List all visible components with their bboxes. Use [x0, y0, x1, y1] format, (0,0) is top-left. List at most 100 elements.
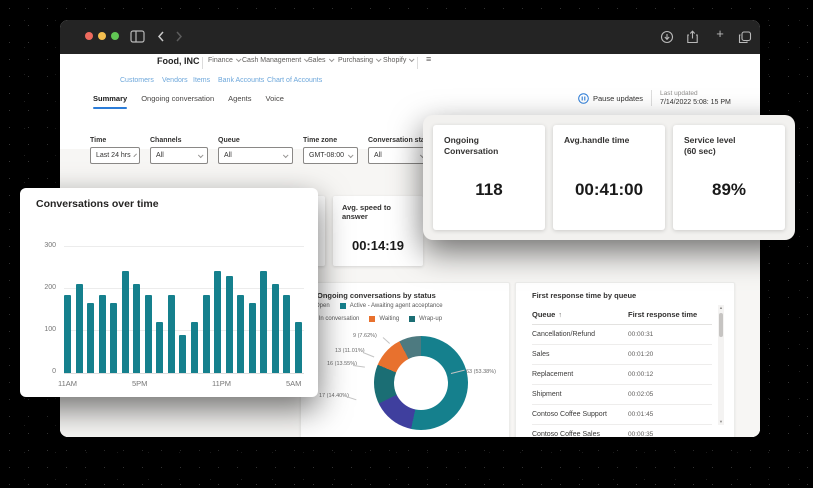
subnav-vendors[interactable]: Vendors [162, 77, 188, 84]
sidebar-toggle-icon[interactable] [130, 30, 146, 44]
chevron-down-icon [282, 151, 289, 158]
kpi-service-level: Service level (60 sec) 89% [673, 125, 785, 230]
menu-shopify[interactable]: Shopify [383, 56, 415, 64]
tab-voice[interactable]: Voice [265, 94, 284, 103]
bar [121, 271, 129, 373]
subnav-items[interactable]: Items [193, 77, 211, 84]
scroll-down-icon[interactable]: ▼ [719, 419, 723, 424]
bar [283, 295, 291, 373]
last-updated-block: Last updated 7/14/2022 5:08: 15 PM [660, 90, 731, 106]
y-tick: 300 [44, 242, 56, 249]
chevron-down-icon [409, 56, 415, 63]
sort-ascending-icon: ↑ [558, 312, 562, 319]
conversations-over-time-card: Conversations over time 300 200 100 0 11… [20, 188, 318, 397]
pie-label-active-inconversation: 17 (14.40%) [319, 393, 349, 399]
status-panel: Ongoing conversations by status Open Act… [287, 282, 510, 437]
kpi-avg-handle-time-value: 00:41:00 [574, 180, 644, 199]
pie-label-active-awaiting: 63 (53.38%) [466, 369, 496, 375]
forward-icon[interactable] [174, 30, 190, 44]
legend-active-awaiting: Active - Awaiting agent acceptance [349, 303, 443, 309]
x-tick: 5PM [132, 379, 148, 388]
menubar-divider [202, 57, 203, 69]
y-tick: 200 [44, 284, 56, 291]
column-first-response-time[interactable]: First response time [628, 310, 698, 319]
subnav-customers[interactable]: Customers [120, 77, 154, 84]
x-tick: 5AM [286, 379, 302, 388]
bar [191, 322, 199, 373]
last-updated-value: 7/14/2022 5:08: 15 PM [660, 99, 731, 106]
chevron-down-icon [133, 153, 137, 157]
menu-sales[interactable]: Sales [308, 56, 335, 64]
pie-label-open: 9 (7.62%) [353, 333, 377, 339]
baseline [64, 373, 304, 374]
first-response-title: First response time by queue [532, 291, 637, 300]
bar [87, 303, 95, 373]
donut-chart [374, 336, 468, 430]
bar [214, 271, 222, 373]
tab-ongoing-conversation[interactable]: Ongoing conversation [141, 94, 215, 103]
bar-chart [64, 246, 302, 373]
bar [271, 284, 279, 373]
chevron-down-icon [197, 151, 204, 158]
chevron-down-icon [375, 56, 382, 63]
chevron-down-icon [328, 56, 335, 63]
minimize-window-button[interactable] [98, 32, 106, 40]
x-tick: 11AM [58, 379, 78, 388]
scrollbar-thumb[interactable] [719, 313, 723, 337]
back-icon[interactable] [156, 30, 172, 44]
status-legend-row-1: Open Active - Awaiting agent acceptance [305, 303, 443, 309]
legend-wrapup: Wrap-up [419, 316, 443, 322]
gridline [64, 288, 304, 289]
bar [237, 295, 245, 373]
pause-updates-button[interactable]: Pause updates [578, 92, 643, 104]
legend-active-inconversation: Active - In conversation [297, 316, 360, 322]
filter-timezone-select[interactable]: GMT-08:00 [303, 147, 358, 164]
bar [225, 276, 233, 373]
more-menu-icon[interactable]: ≡ [426, 54, 432, 64]
share-icon[interactable] [686, 30, 702, 44]
legend-open: Open [315, 303, 330, 309]
chevron-down-icon [235, 56, 242, 63]
filter-queue-label: Queue [218, 137, 240, 144]
tab-summary[interactable]: Summary [93, 94, 128, 109]
filter-channels-select[interactable]: All [150, 147, 208, 164]
menu-purchasing[interactable]: Purchasing [338, 56, 382, 64]
first-response-panel: First response time by queue Queue ↑ Firs… [515, 282, 735, 437]
close-window-button[interactable] [85, 32, 93, 40]
chevron-down-icon [347, 151, 354, 158]
company-name[interactable]: Food, INC [157, 56, 200, 66]
tabs-overview-icon[interactable] [738, 30, 754, 44]
first-response-table: Queue ↑ First response time Cancellation/… [532, 305, 712, 437]
zoom-window-button[interactable] [111, 32, 119, 40]
filter-channels-label: Channels [150, 137, 182, 144]
x-tick: 11PM [212, 379, 232, 388]
table-row: Contoso Coffee Sales 00:00:35 [532, 425, 712, 437]
status-panel-title: Ongoing conversations by status [317, 291, 436, 300]
updates-bar: Pause updates Last updated 7/14/2022 5:0… [578, 90, 731, 106]
column-queue[interactable]: Queue ↑ [532, 310, 562, 319]
filter-timezone-label: Time zone [303, 137, 338, 144]
new-tab-icon[interactable]: + [716, 26, 724, 41]
downloads-icon[interactable] [660, 30, 676, 44]
tab-agents[interactable]: Agents [228, 94, 252, 103]
menu-finance[interactable]: Finance [208, 56, 242, 64]
legend-swatch-active-awaiting [339, 303, 346, 309]
gridline [64, 330, 304, 331]
legend-swatch-wrapup [409, 316, 416, 322]
filter-conversation-status-select[interactable]: All [368, 147, 430, 164]
table-scrollbar[interactable]: ▲ ▼ [718, 305, 724, 425]
table-row: Sales 00:01:20 [532, 345, 712, 365]
y-tick: 0 [52, 368, 56, 375]
scroll-up-icon[interactable]: ▲ [719, 305, 723, 310]
kpi-service-level-value: 89% [711, 180, 747, 199]
filter-time-select[interactable]: Last 24 hrs [90, 147, 140, 164]
window-content: Food, INC Finance Cash Management Sales … [60, 54, 760, 437]
bar [156, 322, 164, 373]
filter-channels: Channels All [150, 137, 208, 164]
subnav-bank-accounts[interactable]: Bank Accounts [218, 77, 265, 84]
subnav-chart-of-accounts[interactable]: Chart of Accounts [267, 77, 323, 84]
pie-label-wrapup: 16 (13.55%) [327, 361, 357, 367]
filter-queue-select[interactable]: All [218, 147, 293, 164]
bar [294, 322, 302, 373]
menu-cash-management[interactable]: Cash Management [242, 56, 310, 64]
